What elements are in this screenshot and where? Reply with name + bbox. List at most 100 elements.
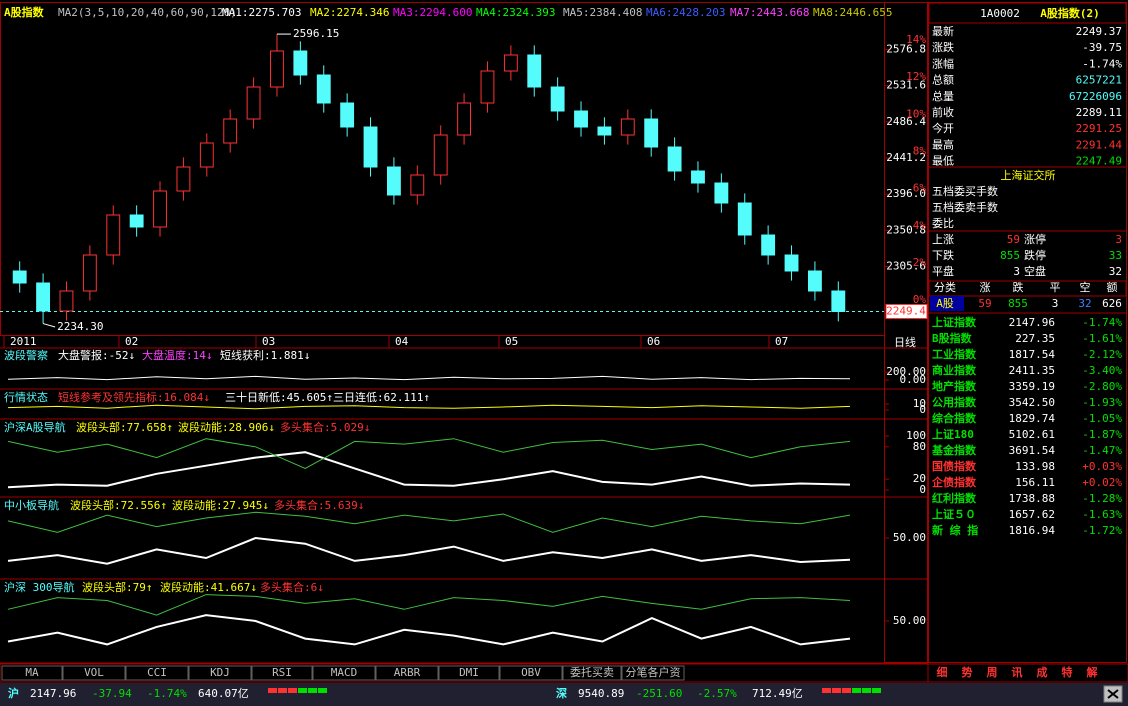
tab-label[interactable]: 分笔各户资 xyxy=(626,665,681,679)
tab-label[interactable]: MA xyxy=(25,666,39,679)
candle-body xyxy=(691,170,705,184)
tab-label[interactable]: VOL xyxy=(84,666,104,679)
tab[interactable] xyxy=(499,665,563,681)
ma-label: MA2:2274.346 xyxy=(310,6,389,19)
period-label: 日线 xyxy=(894,335,916,349)
index-value: 1738.88 xyxy=(1009,492,1055,505)
y-tick-label: 2531.6 xyxy=(886,79,926,92)
tab[interactable] xyxy=(251,665,313,681)
quote-tab[interactable]: 讯 xyxy=(1012,666,1023,679)
candle-body xyxy=(199,142,214,168)
tab[interactable] xyxy=(375,665,439,681)
index-change: -1.74% xyxy=(1082,316,1122,329)
quote-value: 2291.44 xyxy=(1076,138,1123,151)
panel-item: 波段动能:27.945↓ xyxy=(172,498,269,512)
status-sz: 9540.89 xyxy=(578,687,624,700)
table-header: 跌 xyxy=(1013,280,1024,294)
tab[interactable] xyxy=(62,665,126,681)
tab-label[interactable]: OBV xyxy=(521,666,541,679)
status-sz: -2.57% xyxy=(697,687,737,700)
index-name: 上证180 xyxy=(932,427,974,441)
tab[interactable] xyxy=(438,665,500,681)
tab[interactable] xyxy=(188,665,252,681)
pct-tick-label: 8% xyxy=(913,145,927,158)
quote-tab[interactable]: 势 xyxy=(962,665,973,679)
stat-cell: 855 xyxy=(1000,249,1020,262)
status-gauge xyxy=(832,688,841,693)
tab-label[interactable]: ARBR xyxy=(394,666,421,679)
status-gauge xyxy=(288,688,297,693)
annotation-high: 2596.15 xyxy=(293,27,339,40)
candle-body xyxy=(550,86,565,112)
panel-title: 沪深A股导航 xyxy=(4,420,66,434)
panel-title: 波段警察 xyxy=(4,348,48,362)
pct-tick-label: 6% xyxy=(913,182,927,195)
month-label: 2011 xyxy=(10,335,37,348)
last-price-box xyxy=(885,303,928,319)
index-value: 1657.62 xyxy=(1009,508,1055,521)
tab[interactable] xyxy=(312,665,376,681)
index-name: 新 综 指 xyxy=(932,523,978,537)
candle-body xyxy=(153,190,167,228)
panel-item: 波段头部:72.556↑ xyxy=(70,498,167,512)
ma-label: MA8:2446.655 xyxy=(813,6,892,19)
tab-label[interactable]: KDJ xyxy=(210,666,230,679)
month-label: 02 xyxy=(125,335,138,348)
panel-item: 波段动能:41.667↓ xyxy=(160,580,257,594)
stat-cell: 平盘 xyxy=(932,264,954,278)
panel-item: 大盘温度:14↓ xyxy=(142,348,213,362)
quote-label: 最低 xyxy=(932,155,954,168)
quote-tab[interactable]: 解 xyxy=(1087,665,1098,679)
ma-label: MA7:2443.668 xyxy=(730,6,809,19)
table-row-bg xyxy=(930,296,964,311)
quote-tab[interactable]: 成 xyxy=(1037,665,1048,679)
indicator-line xyxy=(7,511,851,533)
table-header: 空 xyxy=(1080,280,1091,294)
candle-body xyxy=(176,166,191,192)
candle-body xyxy=(82,254,97,292)
tab-label[interactable]: 委托买卖 xyxy=(570,665,614,679)
indicator-line xyxy=(7,614,851,646)
quote-tab[interactable]: 周 xyxy=(987,666,998,679)
candle-body xyxy=(316,74,331,104)
quote-value: 6257221 xyxy=(1076,74,1122,87)
tab[interactable] xyxy=(1,665,63,681)
index-name: 国债指数 xyxy=(932,459,977,473)
indicator-line xyxy=(7,438,851,469)
candle-body xyxy=(410,174,425,196)
tab-label[interactable]: CCI xyxy=(147,666,167,679)
index-name: 商业指数 xyxy=(932,363,977,377)
quote-label: 今开 xyxy=(932,121,954,135)
index-name: 上证指数 xyxy=(932,315,977,329)
tab-label[interactable]: RSI xyxy=(272,666,292,679)
table-cell: 59 xyxy=(978,297,991,310)
tab-label[interactable]: DMI xyxy=(459,666,479,679)
tab[interactable] xyxy=(621,665,685,681)
candle-body xyxy=(246,86,261,120)
ma-label: MA1:2275.703 xyxy=(222,6,301,19)
candle-body xyxy=(784,254,799,272)
annotation-mark xyxy=(42,323,56,328)
ma-label: MA3:2294.600 xyxy=(393,6,472,19)
stat-cell: 59 xyxy=(1007,233,1020,246)
tab-label[interactable]: MACD xyxy=(331,666,358,679)
tab[interactable] xyxy=(125,665,189,681)
quote-value: -39.75 xyxy=(1082,41,1122,54)
index-change: -1.93% xyxy=(1082,396,1122,409)
index-name: 企债指数 xyxy=(931,475,977,489)
panel-item: 多头集合:5.639↓ xyxy=(274,498,364,512)
quote-tab[interactable]: 细 xyxy=(937,665,948,679)
indicator-line xyxy=(7,404,851,410)
pct-tick-label: 0% xyxy=(913,293,927,306)
tab[interactable] xyxy=(562,665,622,681)
quote-value: 67226096 xyxy=(1069,90,1122,103)
panel-tick-label: 20 xyxy=(913,472,926,485)
table-header: 额 xyxy=(1107,281,1118,294)
panel-tick-label: 0 xyxy=(919,403,926,416)
index-value: 1816.94 xyxy=(1009,524,1056,537)
candle-body xyxy=(457,102,472,136)
index-value: 1817.54 xyxy=(1009,348,1056,361)
quote-label: 最高 xyxy=(932,137,954,151)
quote-tab[interactable]: 特 xyxy=(1062,665,1073,679)
y-tick-label: 2305.6 xyxy=(886,260,926,273)
